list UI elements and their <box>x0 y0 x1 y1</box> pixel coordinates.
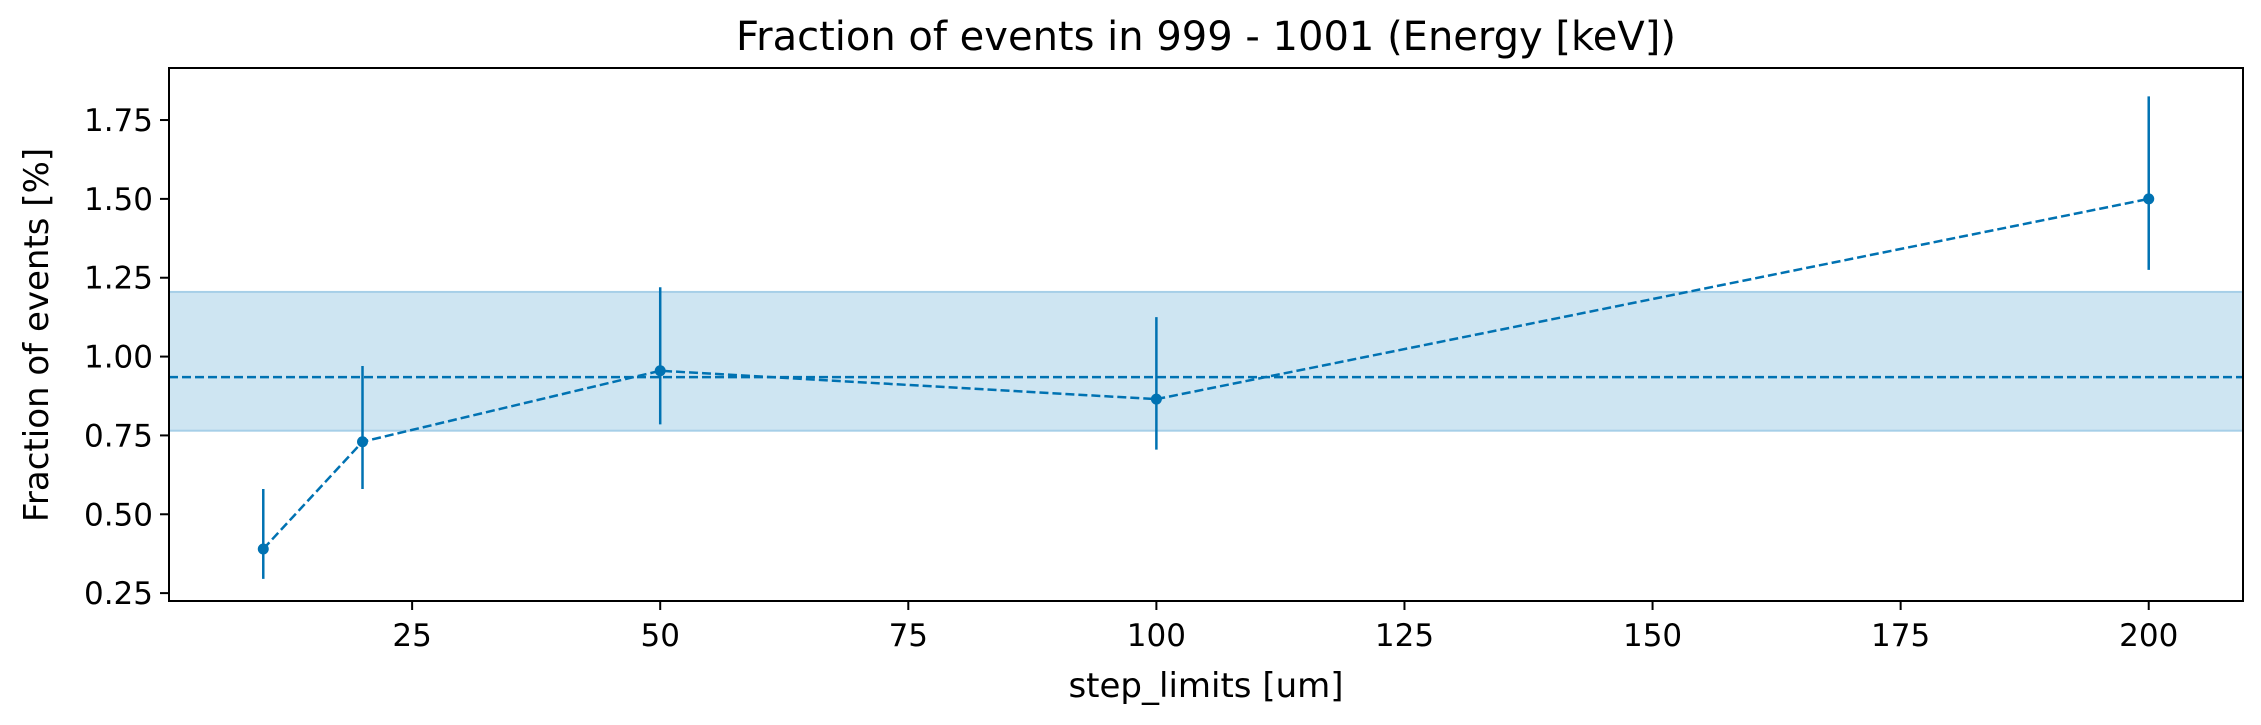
reference-band <box>168 290 2244 432</box>
y-tick-label: 1.00 <box>84 340 153 376</box>
data-point <box>257 543 269 555</box>
x-tick-label: 75 <box>889 618 928 654</box>
y-tick-label: 0.75 <box>84 418 153 454</box>
y-tick-label: 1.50 <box>84 182 153 218</box>
data-point <box>1150 393 1162 405</box>
x-tick-label: 150 <box>1623 618 1682 654</box>
y-tick-label: 0.50 <box>84 497 153 533</box>
x-tick-label: 125 <box>1375 618 1434 654</box>
y-axis-label: Fraction of events [%] <box>17 148 57 522</box>
data-point <box>357 436 369 448</box>
y-tick-label: 1.25 <box>84 261 153 297</box>
series-line <box>262 197 2149 550</box>
x-axis: 25 50 75 100 125 150 175 200 <box>392 601 2178 654</box>
axes-frame <box>168 67 2244 602</box>
chart-title: Fraction of events in 999 - 1001 (Energy… <box>736 14 1676 60</box>
data-point <box>2143 193 2155 205</box>
y-tick-label: 1.75 <box>84 103 153 139</box>
data-point <box>654 365 666 377</box>
plot-area <box>168 96 2244 579</box>
x-axis-label: step_limits [um] <box>1068 666 1343 706</box>
y-axis: 0.25 0.50 0.75 1.00 1.25 1.50 1.75 <box>84 103 169 612</box>
x-tick-label: 200 <box>2119 618 2178 654</box>
x-tick-label: 175 <box>1871 618 1930 654</box>
x-tick-label: 25 <box>392 618 431 654</box>
x-tick-label: 50 <box>640 618 679 654</box>
y-tick-label: 0.25 <box>84 576 153 612</box>
x-tick-label: 100 <box>1127 618 1186 654</box>
